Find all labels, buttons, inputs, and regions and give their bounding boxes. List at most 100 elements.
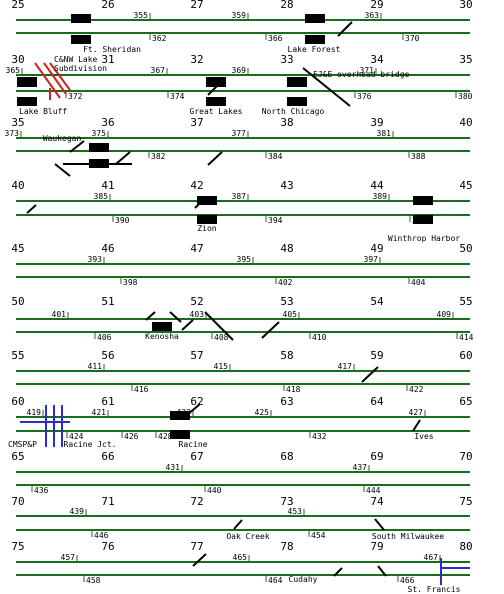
milepost-label: 76 bbox=[101, 540, 114, 553]
signal-number: 465 bbox=[233, 553, 248, 562]
station-platform bbox=[413, 215, 433, 224]
milepost-label: 68 bbox=[280, 450, 293, 463]
milepost-label: 53 bbox=[280, 295, 293, 308]
milepost-label: 67 bbox=[190, 450, 203, 463]
crossover bbox=[54, 163, 71, 177]
station-label: Ives bbox=[414, 432, 433, 441]
milepost-label: 56 bbox=[101, 349, 114, 362]
crossover bbox=[333, 567, 343, 577]
milepost-label: 39 bbox=[370, 116, 383, 129]
crossover bbox=[69, 140, 85, 153]
crossover bbox=[204, 311, 234, 341]
station-platform bbox=[71, 35, 91, 44]
signal-number: 390 bbox=[115, 216, 130, 225]
milepost-label: 70 bbox=[459, 450, 472, 463]
signal-number: 421 bbox=[92, 408, 107, 417]
milepost-label: 37 bbox=[190, 116, 203, 129]
milepost-label: 28 bbox=[280, 0, 293, 11]
signal-number: 432 bbox=[312, 432, 327, 441]
signal-number: 369 bbox=[232, 66, 247, 75]
signal-number: 403 bbox=[190, 310, 205, 319]
signal-number: 363 bbox=[365, 11, 380, 20]
crossover bbox=[207, 81, 222, 96]
crossover bbox=[361, 366, 379, 383]
milepost-label: 63 bbox=[280, 395, 293, 408]
milepost-label: 52 bbox=[190, 295, 203, 308]
station-platform bbox=[197, 215, 217, 224]
signal-number: 382 bbox=[151, 152, 166, 161]
crossover bbox=[186, 403, 201, 416]
station-label: Lake Forest bbox=[288, 45, 341, 54]
station-label: Lake Bluff bbox=[19, 107, 67, 116]
signal-number: 388 bbox=[411, 152, 426, 161]
milepost-label: 69 bbox=[370, 450, 383, 463]
milepost-label: 60 bbox=[11, 395, 24, 408]
crossover bbox=[261, 321, 280, 339]
milepost-label: 44 bbox=[370, 179, 384, 192]
signal-number: 377 bbox=[232, 129, 247, 138]
milepost-label: 27 bbox=[190, 0, 203, 11]
milepost-label: 45 bbox=[459, 179, 472, 192]
signal-number: 419 bbox=[27, 408, 42, 417]
station-platform bbox=[305, 14, 325, 23]
station-label: Cudahy bbox=[289, 575, 318, 584]
station-label: CMSP&P bbox=[8, 440, 37, 449]
crossover bbox=[115, 151, 131, 165]
station-label: Oak Creek bbox=[226, 532, 270, 541]
signal-number: 422 bbox=[409, 385, 424, 394]
milepost-label: 46 bbox=[101, 242, 114, 255]
milepost-label: 65 bbox=[11, 450, 24, 463]
station-label: Ft. Sheridan bbox=[83, 45, 141, 54]
signal-number: 401 bbox=[52, 310, 67, 319]
station-label: Racine bbox=[179, 440, 208, 449]
signal-number: 409 bbox=[437, 310, 452, 319]
milepost-label: 30 bbox=[11, 53, 24, 66]
milepost-label: 50 bbox=[459, 242, 472, 255]
signal-number: 359 bbox=[232, 11, 247, 20]
milepost-label: 59 bbox=[370, 349, 383, 362]
signal-number: 464 bbox=[268, 576, 283, 585]
signal-number: 411 bbox=[88, 362, 103, 371]
subdivision-label: Subdivision bbox=[54, 64, 107, 73]
signal-number: 414 bbox=[459, 333, 474, 342]
signal-number: 467 bbox=[424, 553, 439, 562]
station-platform bbox=[17, 97, 37, 106]
milepost-label: 55 bbox=[11, 349, 24, 362]
station-platform bbox=[170, 411, 190, 420]
milepost-label: 31 bbox=[101, 53, 114, 66]
signal-number: 394 bbox=[268, 216, 283, 225]
station-label: South Milwaukee bbox=[372, 532, 444, 541]
milepost-label: 35 bbox=[459, 53, 472, 66]
station-label: Great Lakes bbox=[190, 107, 243, 116]
milepost-label: 61 bbox=[101, 395, 114, 408]
signal-number: 466 bbox=[400, 576, 415, 585]
station-platform bbox=[305, 35, 325, 44]
subdivision-label: C&NW Lake bbox=[54, 55, 98, 64]
signal-number: 365 bbox=[6, 66, 21, 75]
subdivision-branch bbox=[49, 62, 71, 91]
signal-number: 446 bbox=[94, 531, 109, 540]
signal-number: 402 bbox=[278, 278, 293, 287]
crossover bbox=[337, 21, 353, 37]
milepost-label: 51 bbox=[101, 295, 114, 308]
crossover bbox=[181, 319, 194, 331]
station-platform bbox=[287, 77, 307, 87]
signal-number: 417 bbox=[338, 362, 353, 371]
signal-number: 374 bbox=[170, 92, 185, 101]
signal-number: 410 bbox=[312, 333, 327, 342]
milepost-label: 79 bbox=[370, 540, 383, 553]
signal-number: 440 bbox=[207, 486, 222, 495]
signal-number: 437 bbox=[353, 463, 368, 472]
crossover bbox=[169, 311, 182, 323]
station-label: Kenosha bbox=[145, 332, 179, 341]
signal-number: 444 bbox=[366, 486, 381, 495]
milepost-label: 43 bbox=[280, 179, 293, 192]
signal-number: 375 bbox=[92, 129, 107, 138]
signal-number: 397 bbox=[364, 255, 379, 264]
signal-number: 366 bbox=[268, 34, 283, 43]
signal-number: 355 bbox=[134, 11, 149, 20]
milepost-label: 29 bbox=[370, 0, 383, 11]
signal-number: 457 bbox=[61, 553, 76, 562]
station-platform bbox=[197, 196, 217, 205]
